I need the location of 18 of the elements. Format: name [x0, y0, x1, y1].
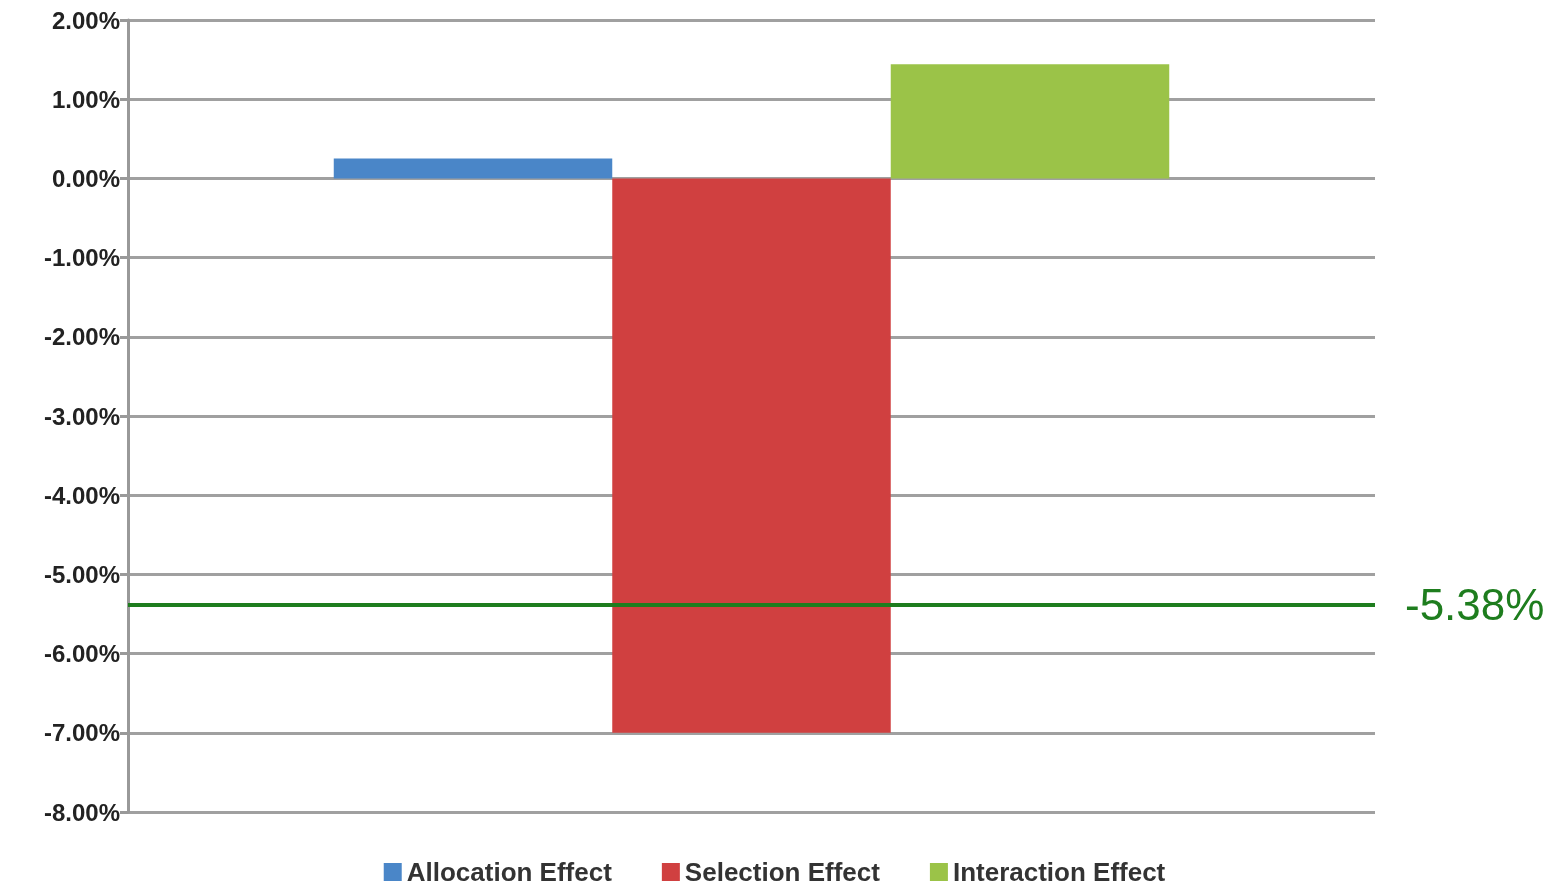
bar [612, 178, 891, 733]
y-tick-label: 2.00% [51, 6, 120, 34]
y-tick-label: 0.00% [51, 164, 120, 192]
bar [333, 158, 613, 179]
y-tick-label: -8.00% [43, 798, 120, 826]
y-tick-label: 1.00% [51, 85, 120, 113]
y-tick-label: -7.00% [43, 719, 120, 747]
y-tick-label: -5.00% [43, 560, 120, 588]
y-tick-label: -6.00% [43, 640, 120, 668]
legend-label: Allocation Effect [406, 857, 613, 887]
y-tick-label: -4.00% [43, 481, 120, 509]
y-tick-label: -2.00% [43, 323, 120, 351]
bar [890, 64, 1170, 179]
ref-line-label: -5.38% [1405, 580, 1545, 629]
y-tick-label: -1.00% [43, 244, 120, 272]
legend-label: Selection Effect [684, 857, 881, 887]
y-tick-label: -3.00% [43, 402, 120, 430]
legend-label: Interaction Effect [952, 857, 1166, 887]
